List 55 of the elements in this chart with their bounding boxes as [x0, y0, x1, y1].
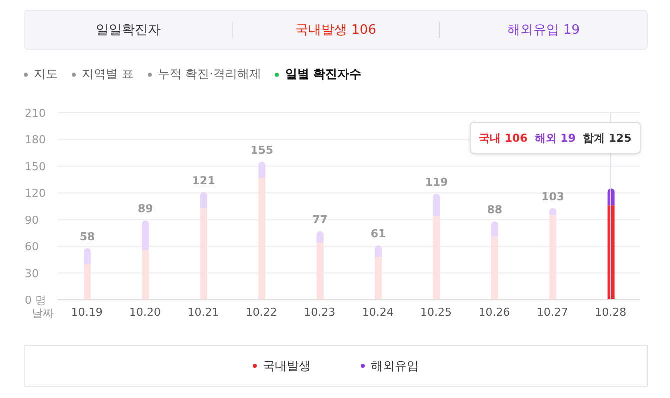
x-tick-label: 10.19	[71, 306, 103, 319]
bar	[375, 257, 382, 300]
y-tick-label: 150	[25, 160, 46, 174]
y-tick-label: 0 명	[25, 294, 46, 307]
bar	[200, 192, 208, 208]
x-tick-label: 10.25	[420, 306, 452, 319]
x-tick-label: 10.21	[188, 306, 220, 319]
bar	[491, 236, 498, 300]
y-tick-label: 180	[25, 134, 46, 147]
legend-label: 국내발생	[262, 358, 311, 374]
x-tick-label: 10.24	[362, 306, 394, 319]
total-label: 89	[138, 202, 154, 216]
bar	[433, 216, 440, 300]
bar	[200, 208, 208, 300]
x-tick-label: 10.26	[478, 306, 510, 319]
x-tick-label: 10.23	[304, 306, 336, 319]
y-tick-label: 60	[25, 240, 39, 254]
bar	[84, 264, 91, 300]
x-tick-label: 10.27	[536, 306, 568, 319]
y-tick-label: 30	[25, 267, 39, 280]
total-label: 155	[250, 144, 274, 157]
total-label: 121	[192, 174, 216, 188]
y-tick-label: 120	[25, 187, 46, 200]
total-label: 58	[80, 230, 96, 244]
bar	[491, 222, 498, 237]
bar	[142, 250, 150, 300]
total-label: 88	[487, 204, 503, 217]
x-axis-title: 날짜	[32, 306, 54, 321]
bar	[258, 162, 266, 178]
chart-title: 일일확진자	[94, 22, 162, 39]
bar	[316, 243, 324, 300]
y-tick-label: 90	[25, 214, 39, 227]
bar	[258, 178, 266, 300]
bar	[433, 194, 440, 216]
text: 누적 확진·격리해제	[156, 66, 262, 83]
bar	[142, 220, 150, 250]
text: 지역별 표	[81, 66, 134, 83]
annotation: 합계 125	[582, 130, 632, 146]
text: 일별 확진자수	[284, 66, 362, 83]
text: 국내발생 106	[294, 22, 378, 39]
text: 지도	[33, 66, 58, 83]
annotation: 국내 106	[479, 130, 528, 146]
annotation: 해외 19	[534, 130, 576, 146]
bar	[84, 248, 91, 264]
x-tick-label: 10.20	[130, 306, 162, 319]
y-tick-label: 210	[25, 107, 46, 120]
total-label: 61	[370, 228, 386, 241]
x-tick-label: 10.28	[595, 306, 627, 319]
legend-label: 해외유입	[370, 358, 419, 374]
total-label: 103	[542, 190, 565, 204]
total-label: 77	[312, 213, 328, 226]
text: 해외유입 19	[506, 22, 582, 39]
bar	[550, 215, 557, 300]
x-tick-label: 10.22	[246, 306, 278, 319]
total-label: 119	[425, 176, 448, 190]
